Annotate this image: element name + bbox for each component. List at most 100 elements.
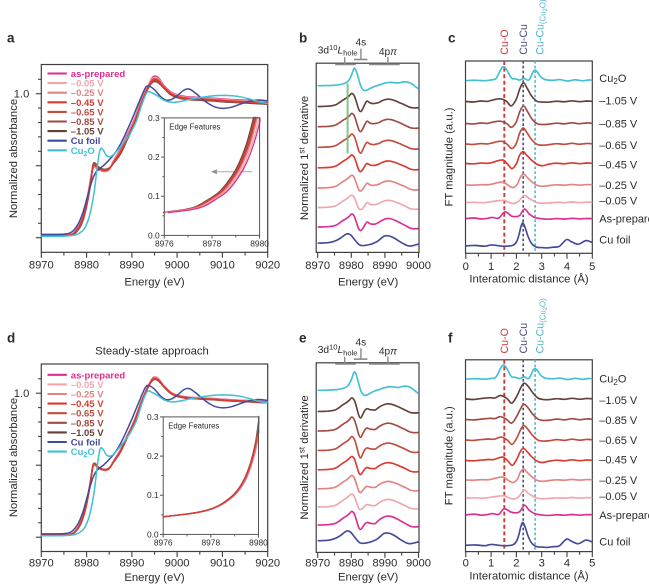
svg-text:Energy (eV): Energy (eV) bbox=[338, 276, 399, 288]
svg-text:–0.85 V: –0.85 V bbox=[71, 418, 104, 429]
svg-text:As-prepared: As-prepared bbox=[599, 213, 649, 225]
svg-text:–0.65 V: –0.65 V bbox=[599, 140, 638, 152]
svg-text:Cu-O: Cu-O bbox=[499, 328, 511, 353]
svg-text:Cu-O: Cu-O bbox=[499, 29, 511, 54]
svg-text:2: 2 bbox=[513, 558, 519, 570]
svg-text:0.2: 0.2 bbox=[148, 152, 160, 162]
svg-text:5: 5 bbox=[589, 261, 595, 273]
svg-text:8970: 8970 bbox=[29, 259, 54, 271]
svg-text:Cu2O: Cu2O bbox=[71, 447, 95, 459]
svg-text:2: 2 bbox=[513, 261, 519, 273]
svg-text:8980: 8980 bbox=[74, 557, 99, 569]
svg-text:d: d bbox=[7, 331, 15, 346]
svg-text:Cu foil: Cu foil bbox=[71, 438, 101, 449]
svg-text:Cu-Cu: Cu-Cu bbox=[518, 24, 530, 55]
svg-text:9000: 9000 bbox=[165, 557, 190, 569]
svg-text:c: c bbox=[448, 31, 456, 46]
svg-text:Cu foil: Cu foil bbox=[599, 235, 630, 247]
svg-text:e: e bbox=[299, 331, 307, 346]
svg-text:–0.45 V: –0.45 V bbox=[71, 399, 104, 410]
svg-text:4pπ: 4pπ bbox=[379, 47, 397, 58]
svg-text:8990: 8990 bbox=[119, 557, 144, 569]
svg-text:1.0: 1.0 bbox=[14, 388, 30, 400]
svg-text:1: 1 bbox=[488, 261, 494, 273]
svg-text:–0.25 V: –0.25 V bbox=[599, 475, 638, 487]
svg-text:Normalized 1st derivative: Normalized 1st derivative bbox=[298, 395, 312, 519]
svg-text:f: f bbox=[448, 331, 453, 346]
svg-text:–0.05 V: –0.05 V bbox=[599, 196, 638, 208]
svg-text:8980: 8980 bbox=[339, 260, 364, 272]
svg-text:8970: 8970 bbox=[305, 260, 330, 272]
svg-text:Steady-state approach: Steady-state approach bbox=[95, 346, 209, 358]
svg-text:–0.05 V: –0.05 V bbox=[71, 79, 104, 90]
svg-text:3: 3 bbox=[539, 261, 545, 273]
svg-text:8976: 8976 bbox=[155, 238, 174, 248]
svg-text:0.0: 0.0 bbox=[148, 230, 160, 240]
svg-text:as-prepared: as-prepared bbox=[71, 370, 126, 381]
svg-text:Cu foil: Cu foil bbox=[599, 536, 630, 548]
svg-text:4: 4 bbox=[564, 261, 570, 273]
svg-text:Cu-Cu(Cu2O): Cu-Cu(Cu2O) bbox=[535, 0, 550, 55]
svg-text:Cu-Cu(Cu2O): Cu-Cu(Cu2O) bbox=[535, 298, 550, 354]
svg-text:–0.25 V: –0.25 V bbox=[599, 180, 638, 192]
svg-text:9000: 9000 bbox=[406, 260, 431, 272]
svg-text:Energy (eV): Energy (eV) bbox=[124, 572, 185, 584]
svg-text:Cu2O: Cu2O bbox=[599, 73, 627, 86]
svg-text:–1.05 V: –1.05 V bbox=[71, 127, 104, 138]
svg-text:4s: 4s bbox=[356, 337, 367, 348]
svg-text:Normalized absorbance: Normalized absorbance bbox=[8, 99, 20, 218]
svg-text:1.0: 1.0 bbox=[14, 89, 30, 101]
svg-text:0.2: 0.2 bbox=[147, 451, 159, 461]
svg-text:Edge Features: Edge Features bbox=[169, 123, 220, 132]
svg-text:0: 0 bbox=[463, 261, 469, 273]
svg-text:9010: 9010 bbox=[210, 557, 235, 569]
svg-text:Cu-Cu: Cu-Cu bbox=[518, 323, 530, 354]
svg-text:9020: 9020 bbox=[255, 259, 280, 271]
svg-text:–1.05 V: –1.05 V bbox=[599, 95, 638, 107]
svg-text:Interatomic distance (Å): Interatomic distance (Å) bbox=[469, 273, 589, 286]
svg-text:8990: 8990 bbox=[372, 260, 397, 272]
svg-text:–0.65 V: –0.65 V bbox=[71, 409, 104, 420]
svg-text:FT magnitude (a.u.): FT magnitude (a.u.) bbox=[444, 406, 456, 505]
svg-text:–0.65 V: –0.65 V bbox=[71, 107, 104, 118]
svg-text:9020: 9020 bbox=[255, 557, 280, 569]
svg-text:4s: 4s bbox=[356, 38, 367, 49]
svg-text:a: a bbox=[7, 31, 15, 46]
svg-text:0.1: 0.1 bbox=[148, 191, 160, 201]
svg-text:8978: 8978 bbox=[203, 238, 222, 248]
svg-text:–1.05 V: –1.05 V bbox=[71, 428, 104, 439]
svg-text:Cu2O: Cu2O bbox=[71, 146, 95, 158]
svg-text:3: 3 bbox=[539, 558, 545, 570]
svg-text:9010: 9010 bbox=[210, 259, 235, 271]
svg-text:8978: 8978 bbox=[201, 537, 220, 547]
svg-text:8980: 8980 bbox=[249, 537, 268, 547]
svg-text:–0.45 V: –0.45 V bbox=[599, 159, 638, 171]
svg-text:8970: 8970 bbox=[29, 557, 54, 569]
svg-text:8990: 8990 bbox=[372, 558, 397, 570]
svg-text:1: 1 bbox=[488, 558, 494, 570]
svg-text:8980: 8980 bbox=[74, 259, 99, 271]
svg-text:Edge Features: Edge Features bbox=[168, 422, 219, 431]
svg-text:5: 5 bbox=[589, 558, 595, 570]
svg-text:8976: 8976 bbox=[154, 537, 173, 547]
svg-text:Interatomic distance (Å): Interatomic distance (Å) bbox=[469, 570, 589, 583]
svg-text:9000: 9000 bbox=[406, 558, 431, 570]
svg-text:Energy (eV): Energy (eV) bbox=[338, 572, 399, 584]
svg-text:8980: 8980 bbox=[250, 238, 269, 248]
svg-text:As-prepared: As-prepared bbox=[599, 510, 649, 522]
svg-text:–0.85 V: –0.85 V bbox=[599, 119, 638, 131]
svg-text:–0.45 V: –0.45 V bbox=[599, 454, 638, 466]
svg-text:8970: 8970 bbox=[305, 558, 330, 570]
svg-text:4pπ: 4pπ bbox=[379, 347, 397, 358]
svg-text:Cu2O: Cu2O bbox=[599, 374, 627, 387]
svg-text:0: 0 bbox=[463, 558, 469, 570]
svg-text:–0.05 V: –0.05 V bbox=[599, 491, 638, 503]
svg-text:–0.05 V: –0.05 V bbox=[71, 380, 104, 391]
svg-text:–0.45 V: –0.45 V bbox=[71, 98, 104, 109]
svg-text:as-prepared: as-prepared bbox=[71, 69, 126, 80]
svg-text:9000: 9000 bbox=[165, 259, 190, 271]
svg-text:–1.05 V: –1.05 V bbox=[599, 395, 638, 407]
svg-text:FT magnitude (a.u.): FT magnitude (a.u.) bbox=[444, 107, 456, 206]
svg-text:Energy (eV): Energy (eV) bbox=[124, 276, 185, 288]
svg-text:–0.25 V: –0.25 V bbox=[71, 88, 104, 99]
